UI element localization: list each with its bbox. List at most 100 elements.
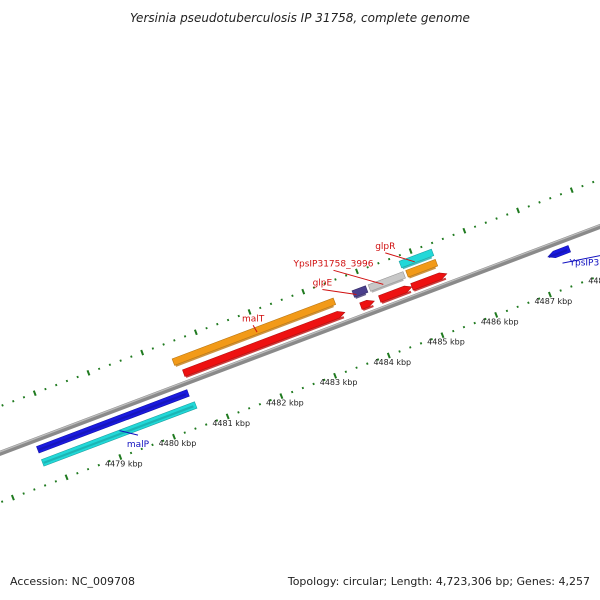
- reverse-major-tick: [64, 474, 69, 481]
- forward-minor-tick: [205, 326, 208, 330]
- reverse-minor-tick: [452, 329, 455, 333]
- reverse-minor-tick: [33, 488, 36, 491]
- scale-label-4486-kbp: 4486 kbp: [481, 317, 519, 326]
- scale-label-4487-kbp: 4487 kbp: [535, 297, 573, 306]
- reverse-minor-tick: [54, 480, 58, 483]
- reverse-minor-tick: [237, 411, 240, 414]
- reverse-minor-tick: [301, 386, 305, 390]
- reverse-major-tick: [386, 352, 391, 359]
- forward-minor-tick: [173, 339, 176, 342]
- reverse-minor-tick: [215, 419, 219, 422]
- scale-label-4488-kbp: 4488 kbp: [588, 277, 600, 286]
- reverse-major-tick: [118, 454, 123, 460]
- forward-minor-tick: [119, 359, 122, 362]
- gene-labels: malTglpEYpsIP31758_3996glpRglpDYpsIP3175…: [119, 242, 600, 450]
- scale-label-4480-kbp: 4480 kbp: [159, 439, 197, 448]
- feature-shade: [381, 290, 412, 304]
- forward-minor-tick: [97, 367, 101, 371]
- reverse-minor-tick: [76, 471, 79, 475]
- forward-minor-tick: [452, 233, 455, 237]
- forward-minor-tick: [65, 379, 69, 383]
- reverse-minor-tick: [129, 451, 133, 455]
- reverse-major-tick: [333, 372, 338, 379]
- forward-minor-tick: [108, 363, 112, 367]
- reverse-minor-tick: [162, 439, 165, 443]
- feature-shade: [185, 316, 345, 378]
- reverse-minor-tick: [462, 325, 466, 329]
- map-title: Yersinia pseudotuberculosis IP 31758, co…: [130, 11, 470, 25]
- reverse-minor-tick: [505, 309, 509, 313]
- feature-shade: [402, 256, 433, 270]
- scale-label-4485-kbp: 4485 kbp: [427, 338, 465, 347]
- forward-minor-tick: [366, 266, 369, 269]
- scale-ticks: [0, 180, 595, 503]
- reverse-minor-tick: [344, 370, 348, 374]
- accession-text: Accession: NC_009708: [10, 575, 136, 588]
- reverse-minor-tick: [86, 467, 90, 471]
- forward-major-tick: [86, 369, 91, 376]
- reverse-minor-tick: [22, 492, 25, 495]
- forward-minor-tick: [538, 201, 541, 204]
- forward-minor-tick: [473, 225, 477, 228]
- reverse-minor-tick: [355, 366, 358, 369]
- forward-minor-tick: [495, 217, 498, 220]
- forward-minor-tick: [12, 399, 15, 403]
- reverse-minor-tick: [591, 277, 595, 280]
- scale-label-4482-kbp: 4482 kbp: [266, 399, 304, 408]
- gene-label-malp: malP: [127, 440, 150, 450]
- forward-minor-tick: [377, 261, 380, 265]
- reverse-minor-tick: [312, 382, 315, 386]
- reverse-minor-tick: [419, 342, 423, 345]
- forward-minor-tick: [484, 221, 488, 224]
- scale-label-4479-kbp: 4479 kbp: [105, 459, 143, 468]
- reverse-minor-tick: [0, 500, 4, 503]
- forward-minor-tick: [54, 383, 58, 387]
- reverse-minor-tick: [537, 297, 541, 300]
- reverse-major-tick: [440, 332, 445, 339]
- forward-major-tick: [193, 329, 198, 336]
- forward-major-tick: [569, 187, 574, 194]
- reverse-minor-tick: [398, 350, 401, 353]
- forward-minor-tick: [420, 245, 423, 249]
- forward-minor-tick: [387, 257, 391, 261]
- forward-minor-tick: [162, 343, 165, 346]
- forward-minor-tick: [237, 314, 240, 318]
- reverse-minor-tick: [559, 289, 562, 292]
- reverse-major-tick: [10, 494, 15, 501]
- forward-major-tick: [140, 349, 145, 356]
- reverse-minor-tick: [140, 447, 143, 451]
- feature-shade: [355, 292, 367, 299]
- forward-minor-tick: [183, 335, 187, 338]
- forward-minor-tick: [226, 318, 230, 322]
- scale-labels: 4479 kbp 4480 kbp 4481 kbp 4482 kbp 4483 kbp…: [105, 277, 600, 469]
- reverse-minor-tick: [204, 423, 208, 426]
- leader-line-glpe: [322, 289, 357, 295]
- reverse-minor-tick: [43, 484, 47, 487]
- reverse-minor-tick: [247, 407, 251, 410]
- forward-major-tick: [516, 207, 520, 214]
- reverse-major-tick: [494, 311, 499, 318]
- reverse-minor-tick: [580, 281, 584, 284]
- forward-major-tick: [247, 309, 252, 315]
- forward-major-tick: [32, 390, 37, 397]
- reverse-major-tick: [279, 393, 284, 400]
- feature-shade: [43, 405, 194, 464]
- backbone-line: [0, 223, 600, 456]
- reverse-minor-tick: [366, 362, 369, 365]
- reverse-minor-tick: [409, 346, 412, 349]
- reverse-minor-tick: [527, 301, 530, 305]
- leader-line-ypsip31758_3999: [562, 255, 600, 264]
- gene-label-ypsip31758_3996: YpsIP31758_3996: [292, 259, 373, 269]
- genome-backbone: [0, 223, 600, 456]
- reverse-minor-tick: [151, 443, 154, 447]
- scale-label-4484-kbp: 4484 kbp: [373, 358, 411, 367]
- reverse-minor-tick: [194, 427, 197, 430]
- backbone-highlight: [0, 224, 600, 453]
- leader-line-glpr: [385, 252, 415, 263]
- reverse-minor-tick: [258, 402, 262, 406]
- reverse-minor-tick: [183, 431, 186, 434]
- forward-minor-tick: [216, 322, 219, 326]
- forward-minor-tick: [559, 192, 563, 196]
- reverse-minor-tick: [323, 378, 326, 382]
- forward-minor-tick: [323, 282, 326, 285]
